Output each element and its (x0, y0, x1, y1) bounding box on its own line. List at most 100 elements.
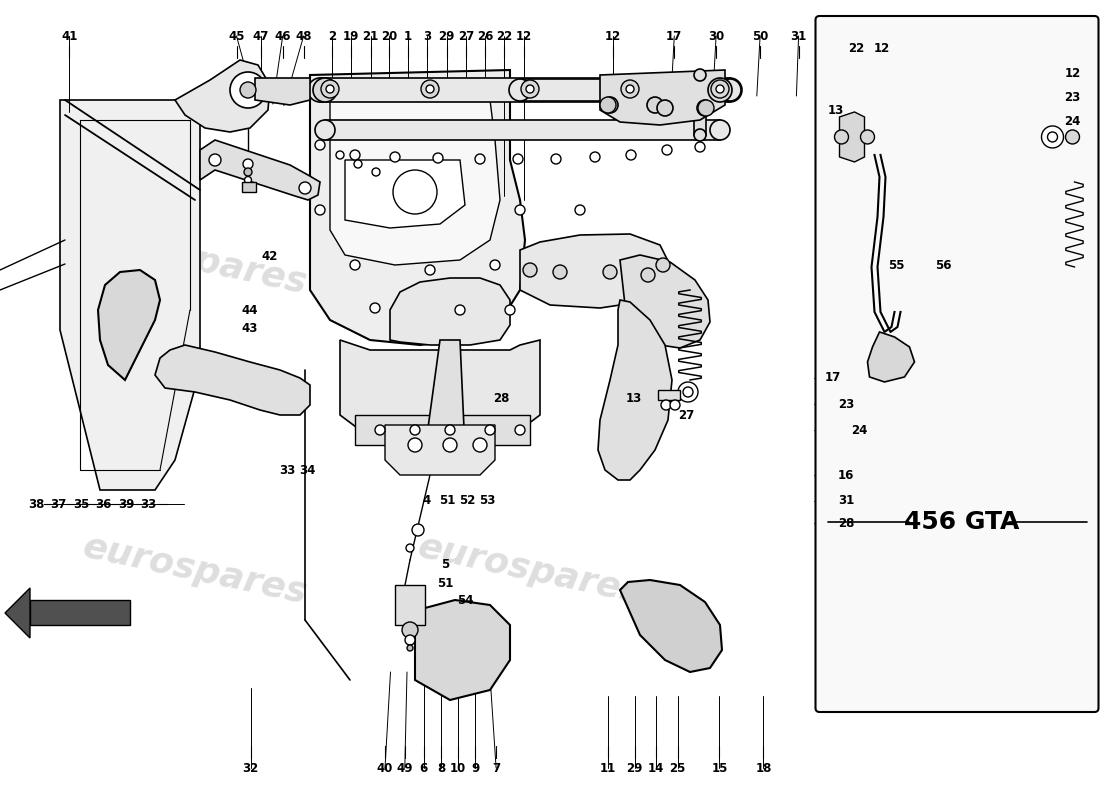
Polygon shape (255, 78, 310, 105)
Polygon shape (620, 580, 722, 672)
Circle shape (695, 142, 705, 152)
Circle shape (408, 438, 422, 452)
Circle shape (1042, 126, 1064, 148)
Circle shape (860, 130, 875, 144)
Circle shape (670, 400, 680, 410)
Circle shape (515, 205, 525, 215)
Circle shape (485, 425, 495, 435)
Text: 11: 11 (601, 762, 616, 774)
Circle shape (446, 425, 455, 435)
Text: 39: 39 (119, 498, 134, 510)
Text: 17: 17 (825, 371, 840, 384)
Text: 46: 46 (275, 30, 290, 42)
Polygon shape (6, 588, 30, 638)
Text: 33: 33 (279, 464, 295, 477)
Text: 48: 48 (295, 30, 312, 42)
Text: 4: 4 (422, 494, 431, 507)
Polygon shape (310, 70, 525, 345)
Text: 28: 28 (494, 392, 509, 405)
Bar (395, 585, 425, 625)
Circle shape (350, 260, 360, 270)
Polygon shape (520, 234, 670, 308)
Circle shape (694, 129, 706, 141)
Text: 34: 34 (299, 464, 315, 477)
Circle shape (243, 159, 253, 169)
Text: 456 GTA: 456 GTA (904, 510, 1020, 534)
Circle shape (390, 152, 400, 162)
Text: 42: 42 (262, 250, 277, 262)
Circle shape (490, 260, 500, 270)
Circle shape (475, 154, 485, 164)
Text: 13: 13 (828, 104, 844, 117)
Circle shape (402, 622, 418, 638)
Polygon shape (415, 600, 510, 700)
Circle shape (626, 85, 634, 93)
Text: 31: 31 (791, 30, 806, 42)
Circle shape (473, 438, 487, 452)
Circle shape (326, 85, 334, 93)
Text: eurospares: eurospares (79, 220, 310, 300)
Polygon shape (200, 140, 320, 200)
Polygon shape (868, 332, 914, 382)
Circle shape (244, 177, 252, 183)
Polygon shape (425, 340, 465, 455)
Circle shape (505, 305, 515, 315)
Circle shape (708, 78, 732, 102)
Polygon shape (835, 128, 1059, 146)
Circle shape (308, 78, 332, 102)
Text: 29: 29 (439, 30, 454, 42)
Text: 2: 2 (328, 30, 337, 42)
Circle shape (553, 265, 566, 279)
Polygon shape (30, 600, 130, 625)
Circle shape (405, 635, 415, 645)
Polygon shape (385, 425, 495, 475)
Circle shape (443, 438, 456, 452)
Circle shape (315, 140, 324, 150)
Circle shape (600, 97, 616, 113)
Text: 55: 55 (888, 259, 904, 272)
Circle shape (433, 153, 443, 163)
Circle shape (315, 120, 336, 140)
Circle shape (522, 263, 537, 277)
Circle shape (590, 152, 600, 162)
Circle shape (509, 79, 531, 101)
Polygon shape (320, 78, 730, 102)
Text: 14: 14 (648, 762, 663, 774)
Circle shape (315, 205, 324, 215)
Text: 10: 10 (450, 762, 465, 774)
Bar (242, 182, 256, 192)
Circle shape (716, 85, 724, 93)
Text: 37: 37 (51, 498, 66, 510)
Bar (658, 390, 680, 400)
Text: 52: 52 (460, 494, 475, 507)
Circle shape (602, 97, 618, 113)
Circle shape (656, 258, 670, 272)
Polygon shape (666, 100, 705, 116)
Text: 32: 32 (243, 762, 258, 774)
Text: 43: 43 (242, 322, 257, 334)
Text: 38: 38 (29, 498, 44, 510)
Text: 28: 28 (838, 517, 854, 530)
Circle shape (410, 425, 420, 435)
Circle shape (299, 182, 311, 194)
Circle shape (521, 80, 539, 98)
Text: 19: 19 (343, 30, 359, 42)
Circle shape (698, 100, 714, 116)
Circle shape (230, 72, 266, 108)
Text: 22: 22 (496, 30, 512, 42)
Circle shape (621, 80, 639, 98)
Circle shape (1050, 128, 1068, 146)
Text: 24: 24 (1065, 115, 1080, 128)
Polygon shape (600, 70, 725, 125)
Circle shape (719, 79, 741, 101)
Text: 25: 25 (670, 762, 685, 774)
Text: 27: 27 (459, 30, 474, 42)
Circle shape (661, 400, 671, 410)
FancyBboxPatch shape (815, 16, 1099, 712)
Circle shape (393, 170, 437, 214)
Polygon shape (330, 100, 500, 265)
Circle shape (694, 69, 706, 81)
Circle shape (1066, 130, 1079, 144)
Circle shape (406, 544, 414, 552)
Circle shape (425, 265, 435, 275)
